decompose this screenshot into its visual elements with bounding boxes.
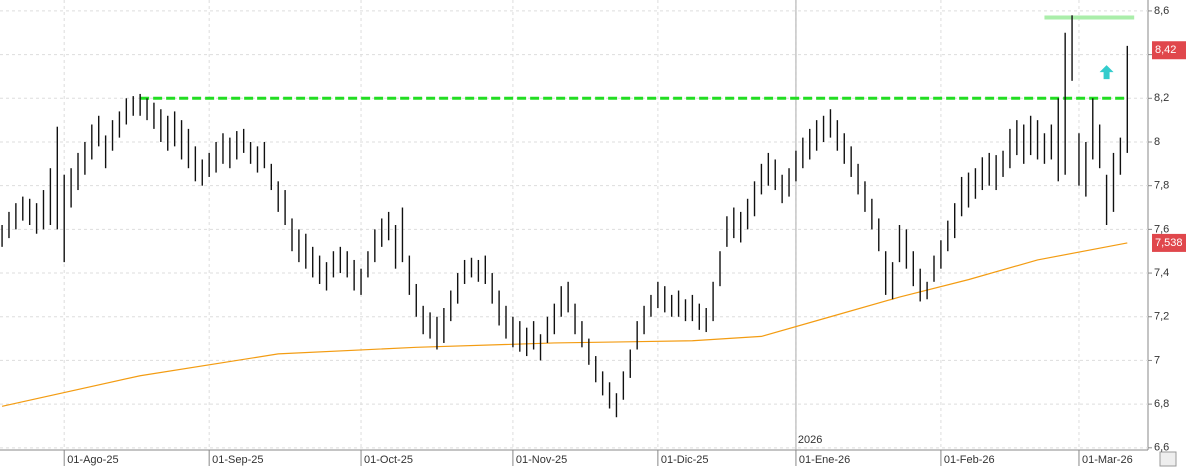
- last-average-box: [1152, 233, 1186, 252]
- y-tick-label: 8,6: [1154, 5, 1169, 17]
- y-tick-label: 8: [1154, 136, 1160, 148]
- last-average-label: 7,538: [1155, 237, 1183, 249]
- last-price-box: [1152, 41, 1186, 60]
- x-tick-label: 01-Oct-25: [364, 454, 413, 466]
- moving-average: [1, 242, 1128, 407]
- y-tick-label: 6,8: [1154, 398, 1169, 410]
- x-tick-label: 01-Sep-25: [212, 454, 263, 466]
- y-tick-label: 7,4: [1154, 267, 1169, 279]
- y-tick-label: 6,6: [1154, 442, 1169, 454]
- last-price-label: 8,42: [1155, 44, 1176, 56]
- y-tick-label: 8,2: [1154, 92, 1169, 104]
- year-label: 2026: [798, 434, 822, 446]
- x-tick-label: 01-Dic-25: [661, 454, 709, 466]
- settings-icon[interactable]: [1159, 451, 1177, 467]
- y-tick-label: 7,2: [1154, 311, 1169, 323]
- x-tick-label: 01-Mar-26: [1082, 454, 1133, 466]
- x-tick-label: 01-Ene-26: [799, 454, 850, 466]
- y-tick-label: 7,8: [1154, 180, 1169, 192]
- x-tick-label: 01-Nov-25: [516, 454, 567, 466]
- x-tick-label: 01-Feb-26: [944, 454, 995, 466]
- x-tick-label: 01-Ago-25: [67, 454, 118, 466]
- up-arrow: [1099, 65, 1114, 80]
- y-tick-label: 7: [1154, 354, 1160, 366]
- y-tick-label: 7,6: [1154, 223, 1169, 235]
